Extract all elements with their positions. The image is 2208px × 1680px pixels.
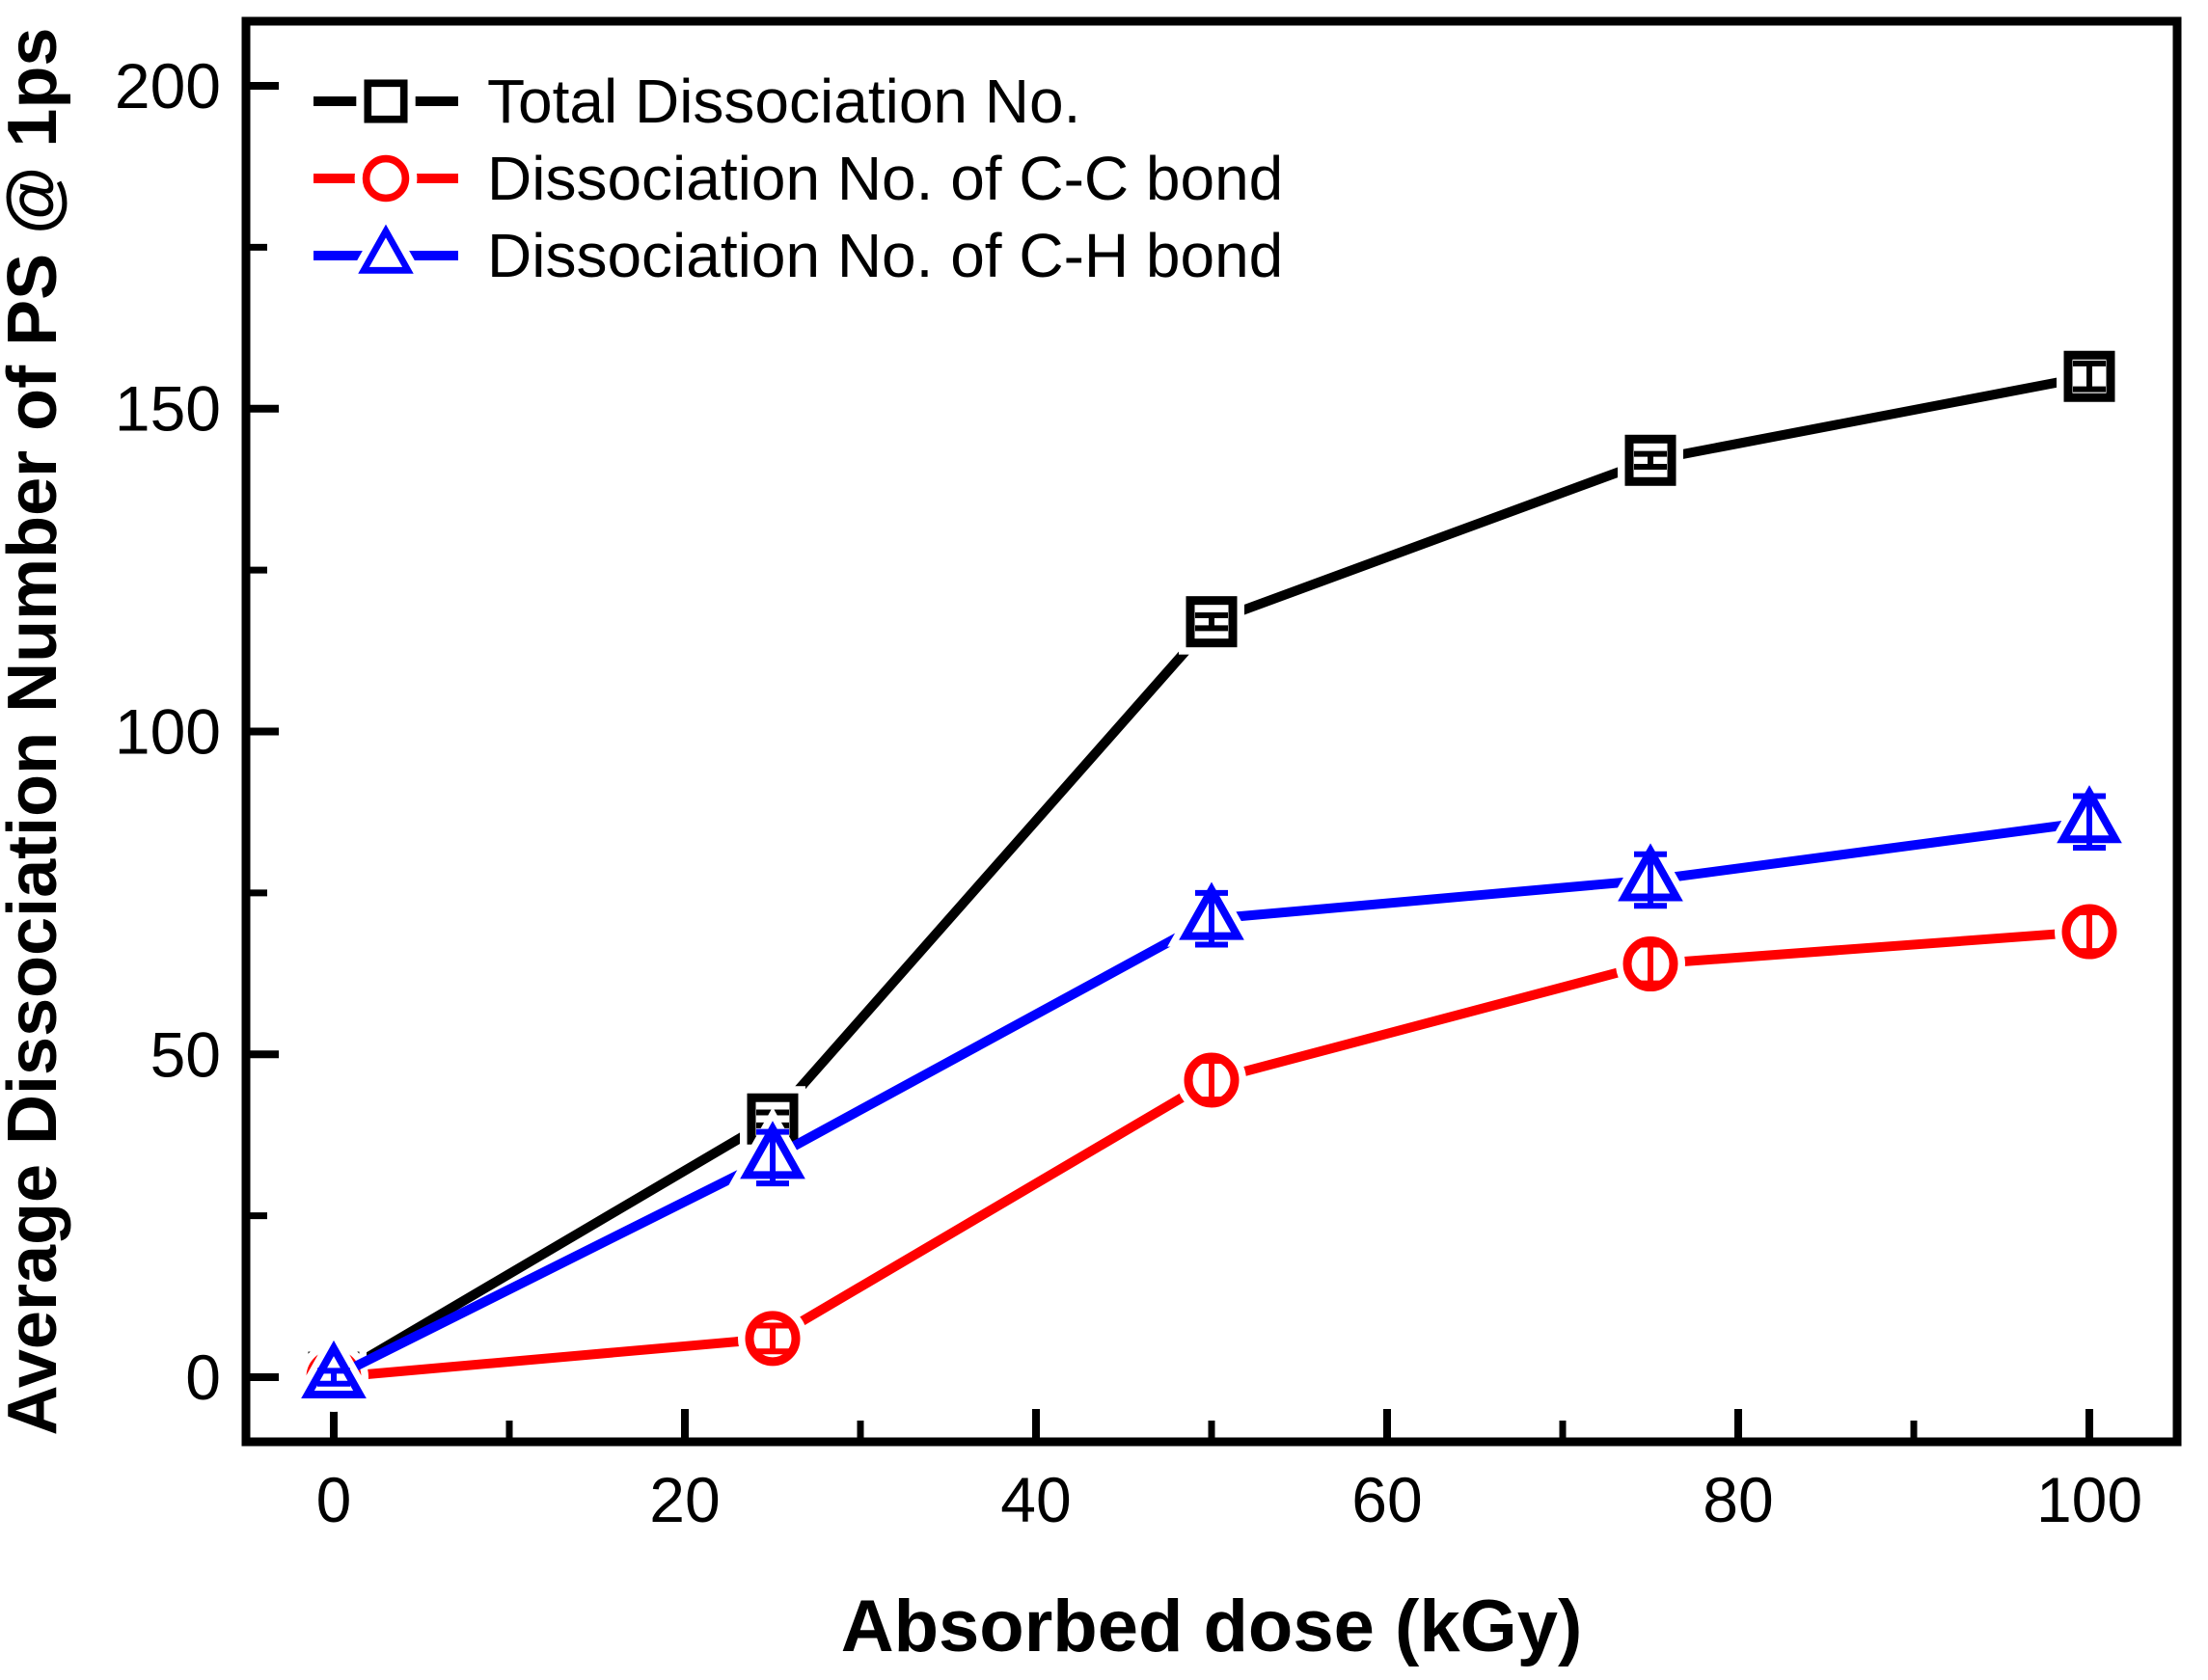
y-tick-label: 100 xyxy=(115,696,221,768)
y-axis-title: Average Dissociation Number of PS @ 1ps xyxy=(0,28,71,1436)
legend-item: Dissociation No. of C-C bond xyxy=(313,144,1283,213)
y-tick-label: 150 xyxy=(115,373,221,445)
plot-frame xyxy=(241,16,2182,1447)
y-tick-label: 0 xyxy=(185,1341,221,1413)
x-tick-label: 40 xyxy=(1000,1464,1071,1535)
legend-item-label: Dissociation No. of C-H bond xyxy=(487,221,1283,290)
series-line xyxy=(333,927,2090,1383)
legend-item-label: Dissociation No. of C-C bond xyxy=(487,144,1283,213)
x-tick-label: 80 xyxy=(1703,1464,1773,1535)
x-tick-label: 20 xyxy=(649,1464,720,1535)
legend-item: Dissociation No. of C-H bond xyxy=(313,209,1283,290)
square-marker xyxy=(1624,434,1676,486)
axis-tick-labels: 0 20 40 60 80 100 0 50 100 150 200 xyxy=(115,50,2142,1535)
series-dissociation-no-of-c-h-bond xyxy=(289,771,2134,1406)
legend-item: Total Dissociation No. xyxy=(313,67,1080,136)
x-tick-label: 0 xyxy=(316,1464,352,1535)
y-tick-label: 200 xyxy=(115,50,221,122)
axis-ticks xyxy=(250,81,2093,1438)
legend-item-label: Total Dissociation No. xyxy=(487,67,1080,136)
y-tick-label: 50 xyxy=(150,1018,221,1090)
x-axis-title: Absorbed dose (kGy) xyxy=(841,1585,1583,1667)
x-tick-label: 60 xyxy=(1351,1464,1422,1535)
series-dissociation-no-of-c-c-bond xyxy=(299,897,2124,1413)
triangle-marker xyxy=(358,224,414,274)
plot-area xyxy=(289,343,2134,1413)
legend: Total Dissociation No. Dissociation No. o… xyxy=(313,67,1283,290)
x-tick-label: 100 xyxy=(2036,1464,2142,1535)
square-marker xyxy=(364,79,408,123)
circle-marker xyxy=(362,154,410,203)
